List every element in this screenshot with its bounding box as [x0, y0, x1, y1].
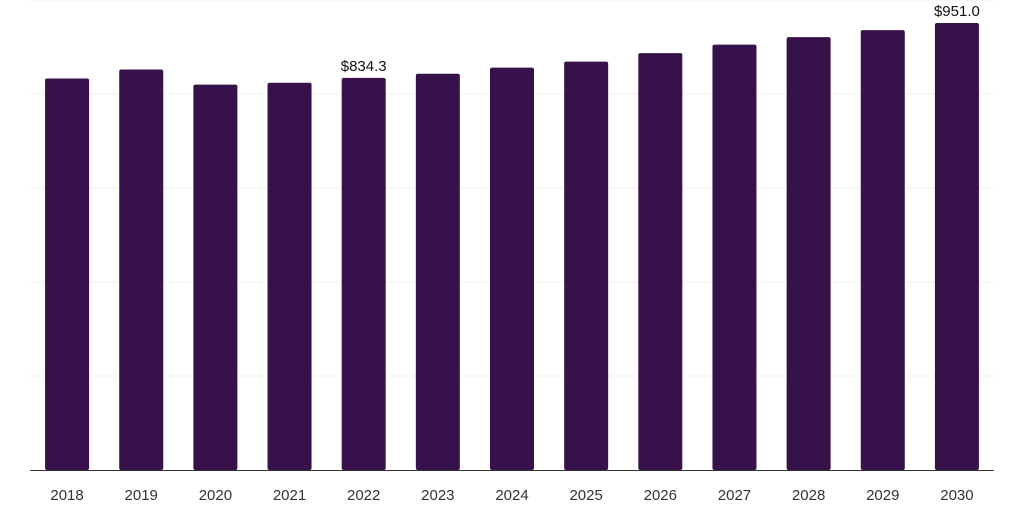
data-labels: $834.3 $951.0	[341, 3, 980, 75]
bar-2030[interactable]	[934, 23, 979, 471]
bar-2026[interactable]	[638, 53, 683, 471]
bar-2023[interactable]	[415, 73, 460, 470]
x-tick-label-2030: 2030	[940, 487, 973, 504]
x-tick-label-2020: 2020	[199, 487, 232, 504]
x-tick-label-2023: 2023	[421, 487, 454, 504]
bar-2024[interactable]	[490, 67, 534, 471]
bar-2021[interactable]	[267, 82, 312, 470]
bar-2022[interactable]	[341, 77, 386, 470]
bar-2018[interactable]	[45, 78, 90, 471]
data-label-2022: $834.3	[341, 58, 387, 75]
x-tick-label-2018: 2018	[50, 487, 83, 504]
data-label-2030: $951.0	[934, 3, 980, 20]
bar-2029[interactable]	[860, 30, 905, 471]
bar-2027[interactable]	[712, 44, 757, 471]
bar-2019[interactable]	[119, 69, 164, 470]
x-tick-label-2019: 2019	[125, 487, 158, 504]
bar-2028[interactable]	[786, 37, 831, 470]
x-tick-label-2025: 2025	[569, 487, 602, 504]
x-tick-label-2024: 2024	[495, 487, 528, 504]
x-tick-label-2029: 2029	[866, 487, 899, 504]
x-axis-tick-labels: 2018 2019 2020 2021 2022 2023 2024 2025 2026 2027…	[50, 487, 973, 504]
bar-2020[interactable]	[193, 84, 238, 470]
x-tick-label-2022: 2022	[347, 487, 380, 504]
x-tick-label-2028: 2028	[792, 487, 825, 504]
x-tick-label-2026: 2026	[644, 487, 677, 504]
bar-2025[interactable]	[564, 61, 609, 470]
bars	[45, 23, 979, 471]
x-tick-label-2021: 2021	[273, 487, 306, 504]
x-tick-label-2027: 2027	[718, 487, 751, 504]
